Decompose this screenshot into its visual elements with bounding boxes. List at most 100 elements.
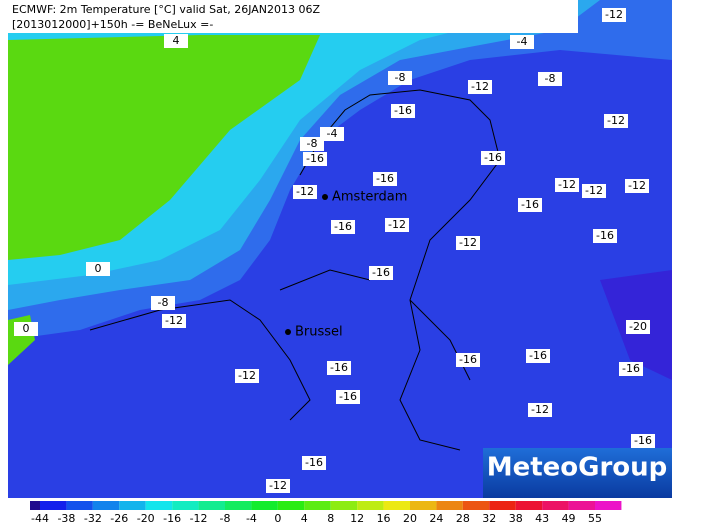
contour-label-group: -16 (391, 104, 415, 118)
contour-label-box (468, 80, 492, 94)
city-dot (285, 329, 291, 335)
contour-label-group: -12 (468, 80, 492, 94)
contour-label: -8 (545, 72, 556, 85)
contour-label-box (266, 479, 290, 493)
contour-label-group: -12 (456, 236, 480, 250)
colorbar-segment (568, 501, 595, 510)
contour-label-group: -16 (481, 151, 505, 165)
contour-label: -16 (330, 361, 348, 374)
contour-label-group: 0 (86, 262, 110, 276)
contour-label-box (582, 184, 606, 198)
contour-label-group: -8 (300, 137, 324, 151)
contour-label: -16 (529, 349, 547, 362)
colorbar-segment (304, 501, 331, 510)
contour-label-box (602, 8, 626, 22)
contour-label: -4 (517, 35, 528, 48)
contour-label-box (528, 403, 552, 417)
colorbar-segment (251, 501, 278, 510)
contour-label-group: -16 (302, 456, 326, 470)
contour-label-group: -16 (631, 434, 655, 448)
colorbar-label: 32 (482, 512, 496, 525)
contour-label: -12 (628, 179, 646, 192)
contour-label-group: -8 (388, 71, 412, 85)
colorbar-label: 43 (535, 512, 549, 525)
contour-label-box (631, 434, 655, 448)
colorbar-segment (198, 501, 225, 510)
colorbar-label: -32 (84, 512, 102, 525)
colorbar-label: 4 (301, 512, 308, 525)
contour-label-box (164, 34, 188, 48)
contour-label-box (373, 172, 397, 186)
contour-label-box (331, 220, 355, 234)
contour-label-group: -12 (625, 179, 649, 193)
contour-label-group: -16 (369, 266, 393, 280)
colorbar-segment (145, 501, 173, 510)
contour-label-box (555, 178, 579, 192)
contour-label-box (300, 137, 324, 151)
colorbar-segment (66, 501, 93, 510)
contour-label-box (151, 296, 175, 310)
contour-label: -12 (531, 403, 549, 416)
contour-label-group: -12 (162, 314, 186, 328)
contour-label: -12 (607, 114, 625, 127)
logo: MeteoGroup (487, 453, 668, 483)
colorbar-label: 0 (274, 512, 281, 525)
contour-label: -16 (394, 104, 412, 117)
colorbar-label: -4 (246, 512, 257, 525)
contour-label-group: -16 (619, 362, 643, 376)
contour-label-group: -4 (510, 35, 534, 49)
contour-label-box (538, 72, 562, 86)
contour-label: -12 (388, 218, 406, 231)
contour-label-box (320, 127, 344, 141)
colorbar-label: 16 (377, 512, 391, 525)
subtitle: [2013012000]+150h -= BeNeLux =- (12, 18, 213, 31)
city-dot (322, 194, 328, 200)
contour-label: -20 (629, 320, 647, 333)
contour-label: -8 (307, 137, 318, 150)
contour-label-box (604, 114, 628, 128)
contour-label: -16 (459, 353, 477, 366)
contour-label-box (293, 185, 317, 199)
contour-label: -16 (622, 362, 640, 375)
contour-label-box (369, 266, 393, 280)
colorbar-segment (357, 501, 384, 510)
contour-label-box (162, 314, 186, 328)
contour-label-group: -16 (593, 229, 617, 243)
contour-label-group: -12 (266, 479, 290, 493)
contour-label: -16 (596, 229, 614, 242)
colorbar-label: -16 (163, 512, 181, 525)
contour-label-box (456, 236, 480, 250)
contour-label: -4 (327, 127, 338, 140)
colorbar-label: 55 (588, 512, 602, 525)
colorbar-segment (515, 501, 543, 510)
contour-label-group: -4 (320, 127, 344, 141)
contour-label: 0 (95, 262, 102, 275)
contour-label: -12 (269, 479, 287, 492)
contour-label-box (385, 218, 409, 232)
contour-label: -16 (305, 456, 323, 469)
colorbar-segment (383, 501, 410, 510)
contour-label-group: -16 (456, 353, 480, 367)
colorbar-segment (172, 501, 199, 510)
contour-label-group: -8 (538, 72, 562, 86)
contour-label-group: -16 (526, 349, 550, 363)
colorbar-segment (436, 501, 463, 510)
contour-label: -12 (459, 236, 477, 249)
contour-label-group: -12 (385, 218, 409, 232)
green-zone (8, 35, 320, 260)
colorbar-label: -20 (137, 512, 155, 525)
contour-label: -8 (158, 296, 169, 309)
contour-label: -12 (296, 185, 314, 198)
contour-label: -16 (634, 434, 652, 447)
contour-label-group: -16 (518, 198, 542, 212)
contour-label-box (593, 229, 617, 243)
contour-label-box (235, 369, 259, 383)
contour-label-group: -12 (602, 8, 626, 22)
contour-label-box (336, 390, 360, 404)
contour-label-box (86, 262, 110, 276)
contour-label-group: -20 (626, 320, 650, 334)
colorbar-segment (542, 501, 569, 510)
contour-label-group: -12 (293, 185, 317, 199)
contour-label-box (388, 71, 412, 85)
